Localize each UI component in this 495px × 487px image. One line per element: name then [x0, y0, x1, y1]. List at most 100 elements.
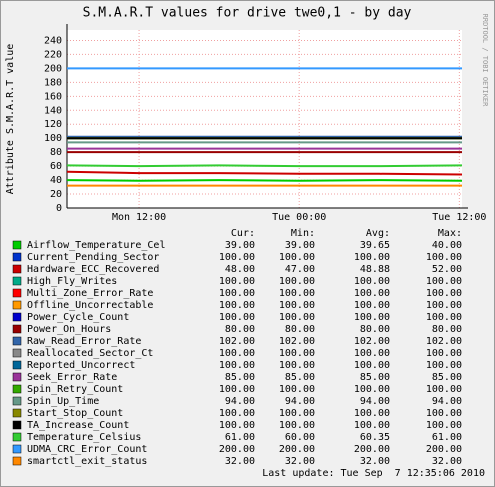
legend-stat: 200.00 [279, 444, 315, 455]
legend-stat: 100.00 [279, 360, 315, 371]
legend-stat: 100.00 [279, 252, 315, 263]
legend-stat: 100.00 [354, 384, 390, 395]
legend-stat: 100.00 [354, 360, 390, 371]
legend-stat: 85.00 [285, 372, 315, 383]
y-tick-label: 100 [44, 133, 62, 144]
legend-stat: 200.00 [219, 444, 255, 455]
legend-swatch [12, 456, 22, 466]
legend-label: Spin_Retry_Count [27, 384, 123, 395]
legend-header: Cur: [231, 228, 255, 239]
legend-stat: 61.00 [432, 432, 462, 443]
y-tick-label: 200 [44, 63, 62, 74]
legend-swatch [12, 252, 22, 262]
x-tick-label: Mon 12:00 [112, 212, 166, 223]
legend-stat: 100.00 [354, 348, 390, 359]
legend-stat: 100.00 [219, 360, 255, 371]
y-tick-label: 160 [44, 91, 62, 102]
legend-stat: 100.00 [354, 276, 390, 287]
legend-stat: 100.00 [219, 300, 255, 311]
legend-label: UDMA_CRC_Error_Count [27, 444, 147, 455]
legend-label: Airflow_Temperature_Cel [27, 240, 165, 251]
legend-swatch [12, 264, 22, 274]
legend-label: Seek_Error_Rate [27, 372, 117, 383]
legend-stat: 39.65 [360, 240, 390, 251]
legend-stat: 61.00 [225, 432, 255, 443]
legend-stat: 100.00 [219, 348, 255, 359]
legend-stat: 100.00 [426, 312, 462, 323]
legend-stat: 80.00 [225, 324, 255, 335]
legend-stat: 85.00 [225, 372, 255, 383]
legend-label: Hardware_ECC_Recovered [27, 264, 159, 275]
legend-stat: 32.00 [225, 456, 255, 467]
legend-swatch [12, 360, 22, 370]
chart-title: S.M.A.R.T values for drive twe0,1 - by d… [83, 6, 412, 21]
legend-stat: 102.00 [279, 336, 315, 347]
legend-stat: 48.88 [360, 264, 390, 275]
legend-header: Avg: [366, 228, 390, 239]
legend-label: Multi_Zone_Error_Rate [27, 288, 153, 299]
legend-stat: 100.00 [219, 252, 255, 263]
legend-stat: 94.00 [432, 396, 462, 407]
legend-stat: 32.00 [285, 456, 315, 467]
legend-stat: 100.00 [219, 288, 255, 299]
legend-stat: 100.00 [426, 348, 462, 359]
legend-label: TA_Increase_Count [27, 420, 129, 431]
legend-label: Current_Pending_Sector [27, 252, 159, 263]
y-axis-label: Attribute S.M.A.R.T value [5, 44, 16, 195]
legend-stat: 200.00 [426, 444, 462, 455]
legend-label: Power_On_Hours [27, 324, 111, 335]
legend-label: Raw_Read_Error_Rate [27, 336, 141, 347]
legend-stat: 80.00 [432, 324, 462, 335]
legend-swatch [12, 240, 22, 250]
legend-header: Min: [291, 228, 315, 239]
legend-stat: 100.00 [219, 408, 255, 419]
legend-stat: 100.00 [426, 252, 462, 263]
legend-stat: 100.00 [219, 384, 255, 395]
legend-stat: 100.00 [279, 384, 315, 395]
legend-swatch [12, 408, 22, 418]
legend-swatch [12, 336, 22, 346]
y-tick-label: 120 [44, 119, 62, 130]
legend-stat: 100.00 [426, 384, 462, 395]
y-tick-label: 80 [50, 147, 62, 158]
legend-stat: 102.00 [426, 336, 462, 347]
legend-swatch [12, 384, 22, 394]
x-tick-label: Tue 00:00 [272, 212, 326, 223]
x-tick-label: Tue 12:00 [432, 212, 486, 223]
legend-stat: 100.00 [426, 300, 462, 311]
legend-stat: 200.00 [354, 444, 390, 455]
footer: Last update: Tue Sep 7 12:35:06 2010 [262, 468, 485, 479]
legend-stat: 100.00 [279, 288, 315, 299]
legend-stat: 47.00 [285, 264, 315, 275]
legend-stat: 94.00 [225, 396, 255, 407]
legend-stat: 100.00 [279, 420, 315, 431]
y-tick-label: 240 [44, 35, 62, 46]
legend-stat: 102.00 [219, 336, 255, 347]
legend-stat: 40.00 [432, 240, 462, 251]
legend-stat: 94.00 [360, 396, 390, 407]
legend-stat: 100.00 [426, 276, 462, 287]
legend-stat: 100.00 [354, 312, 390, 323]
legend-stat: 100.00 [279, 408, 315, 419]
legend-stat: 85.00 [360, 372, 390, 383]
legend-stat: 80.00 [285, 324, 315, 335]
y-tick-label: 180 [44, 77, 62, 88]
legend-stat: 100.00 [279, 312, 315, 323]
legend-stat: 52.00 [432, 264, 462, 275]
legend-stat: 100.00 [354, 288, 390, 299]
legend-stat: 100.00 [354, 252, 390, 263]
legend-stat: 100.00 [354, 420, 390, 431]
legend-label: Offline_Uncorrectable [27, 300, 153, 311]
legend-stat: 100.00 [426, 420, 462, 431]
legend-stat: 102.00 [354, 336, 390, 347]
legend-stat: 100.00 [426, 360, 462, 371]
legend-swatch [12, 396, 22, 406]
legend-label: Temperature_Celsius [27, 432, 141, 443]
y-tick-label: 40 [50, 175, 62, 186]
legend-label: Reallocated_Sector_Ct [27, 348, 153, 359]
y-tick-label: 20 [50, 189, 62, 200]
legend-swatch [12, 420, 22, 430]
legend-stat: 100.00 [279, 300, 315, 311]
legend-stat: 60.00 [285, 432, 315, 443]
